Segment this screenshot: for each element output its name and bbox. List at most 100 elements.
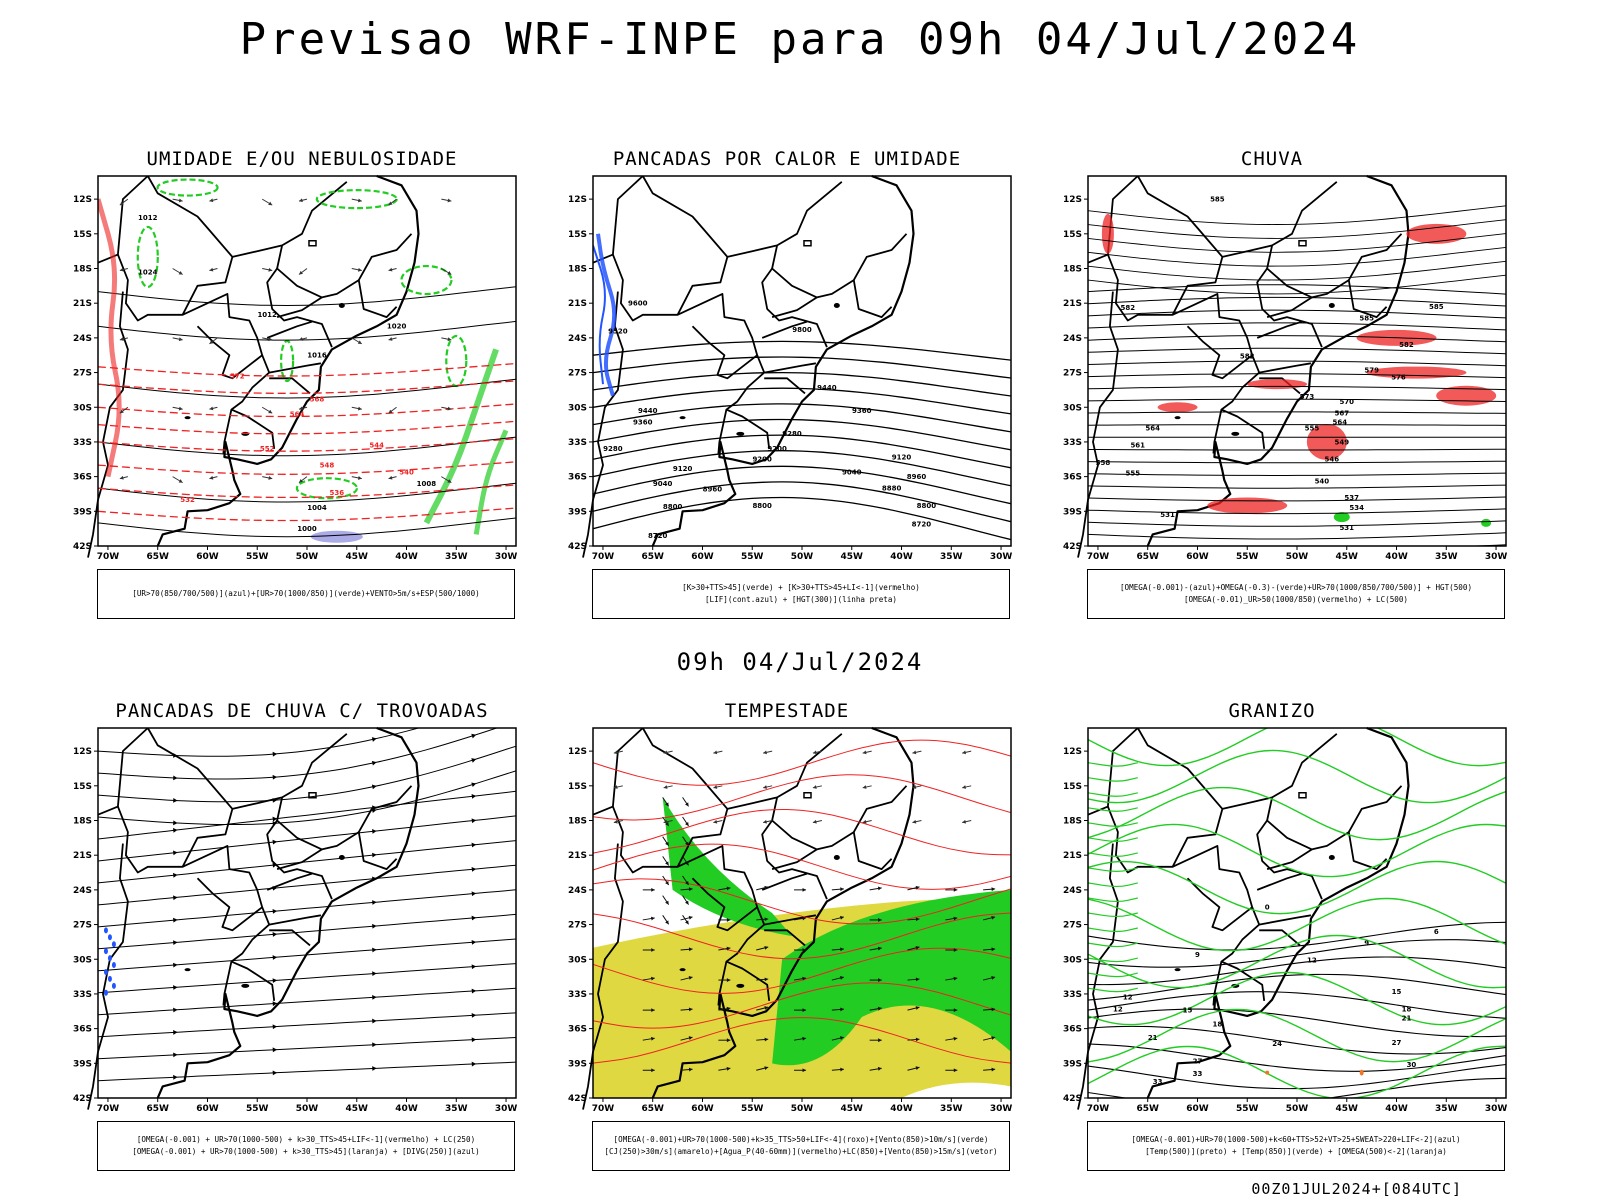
streamline-arrow: [471, 793, 477, 799]
country-border: [1259, 377, 1301, 395]
lake-mark: [736, 431, 745, 436]
country-border: [1107, 727, 1224, 874]
contour-label: 564: [290, 411, 305, 419]
contour-label: 534: [1349, 504, 1364, 512]
contour-line: [98, 420, 516, 435]
contour-label: 8960: [703, 486, 723, 494]
country-border: [1256, 872, 1303, 891]
lake-mark: [833, 855, 840, 860]
country-border: [87, 843, 129, 1110]
contour-line: [1088, 520, 1506, 527]
wind-vector-head: [802, 948, 807, 952]
wind-vector-head: [388, 409, 393, 414]
wind-vector-head: [953, 887, 958, 892]
wind-vector-head: [299, 198, 303, 203]
contour-line: [593, 465, 1011, 505]
wind-vector-head: [178, 479, 183, 483]
wind-vector-head: [663, 785, 668, 789]
country-border: [612, 175, 729, 322]
lon-tick-label: 55W: [246, 1104, 269, 1114]
wind-vector-head: [209, 340, 214, 344]
lat-tick-label: 30S: [568, 403, 587, 413]
wind-vector-head: [650, 1036, 655, 1041]
legend-box-granizo: [OMEGA(-0.001)+UR>70(1000-500)+k<60+TTS>…: [1087, 1121, 1505, 1171]
streamline-arrow: [272, 821, 278, 826]
country-border: [764, 929, 806, 947]
lake-mark: [1174, 968, 1181, 972]
wind-vector-head: [953, 916, 958, 921]
lon-tick-label: 35W: [1435, 552, 1458, 562]
lat-tick-label: 39S: [73, 507, 92, 517]
lon-tick-label: 65W: [146, 1104, 169, 1114]
lon-tick-label: 40W: [890, 1104, 913, 1114]
contour-label: 9600: [628, 300, 648, 308]
streamline-arrow: [471, 915, 477, 921]
country-border: [1107, 175, 1224, 322]
contour-label: 33: [1193, 1070, 1203, 1078]
country-border: [269, 377, 311, 395]
temp-850-contour: [1088, 927, 1138, 933]
lon-tick-label: 30W: [1485, 1104, 1508, 1114]
lat-tick-label: 21S: [568, 299, 587, 309]
wind-vector-head: [953, 976, 958, 981]
streamline-arrow: [272, 932, 278, 937]
country-border: [582, 843, 624, 1110]
streamline-arrow: [471, 818, 477, 824]
precipitable-water-contour: [593, 947, 1011, 994]
lake-mark: [1328, 855, 1335, 860]
country-border: [97, 727, 149, 816]
wind-vector-head: [613, 785, 618, 789]
lon-tick-label: 60W: [196, 1104, 219, 1114]
streamline-arrow: [272, 862, 278, 868]
contour-label: 12: [1123, 994, 1133, 1002]
contour-line: [1088, 398, 1506, 402]
lat-tick-label: 24S: [73, 334, 92, 344]
legend-line: [OMEGA(-0.001)+UR>70(1000-500)+k>35_TTS>…: [613, 1135, 989, 1144]
wind-vector-head: [764, 945, 769, 950]
lon-tick-label: 55W: [741, 1104, 764, 1114]
contour-label: 570: [1339, 398, 1354, 406]
lon-tick-label: 50W: [791, 552, 814, 562]
lon-tick-label: 30W: [990, 552, 1013, 562]
contour-label: 9360: [852, 407, 872, 415]
contour-label: 567: [1334, 409, 1349, 417]
wind-vector-head: [713, 785, 718, 789]
rain-area: [1157, 402, 1198, 413]
wind-vector-head: [688, 947, 693, 952]
country-border: [232, 733, 348, 810]
country-border: [771, 296, 818, 318]
lon-tick-label: 45W: [841, 552, 864, 562]
wind-vector-head: [688, 976, 693, 980]
contour-label: 9: [1195, 951, 1200, 959]
lat-tick-label: 30S: [1063, 403, 1082, 413]
country-border: [727, 181, 843, 258]
streamline-arrow: [471, 988, 477, 994]
wind-vector-head: [763, 750, 767, 755]
wind-vector-head: [726, 946, 731, 951]
legend-line: [LIF](cont.azul) + [HGT(300)](linha pret…: [704, 595, 898, 604]
wind-vector-head: [839, 915, 844, 920]
wind-vector-head: [209, 267, 214, 272]
lon-tick-label: 55W: [1236, 552, 1259, 562]
country-border: [97, 175, 149, 264]
wind-vector-head: [119, 201, 124, 206]
lat-tick-label: 30S: [568, 955, 587, 965]
streamline: [98, 770, 516, 826]
lat-tick-label: 42S: [568, 1094, 587, 1104]
contour-label: 9280: [603, 445, 623, 453]
wind-vector-head: [912, 785, 917, 789]
legend-line: [K>30+TTS>45](verde) + [K>30+TTS>45+LI<-…: [682, 583, 920, 592]
temp-500-contour: [1088, 1043, 1506, 1072]
lon-tick-label: 50W: [1286, 552, 1309, 562]
contour-line: [1088, 205, 1506, 225]
country-border: [764, 362, 817, 374]
temp-850-contour: [1088, 1045, 1506, 1098]
contour-label: 555: [1305, 424, 1320, 432]
contour-label: 582: [1240, 353, 1255, 361]
streamline: [98, 864, 516, 906]
contour-label: 546: [1325, 456, 1340, 464]
wind-vector-head: [953, 948, 958, 952]
contour-label: 564: [1332, 419, 1347, 427]
wind-vector-head: [651, 948, 655, 952]
plot-background: [1088, 728, 1506, 1098]
